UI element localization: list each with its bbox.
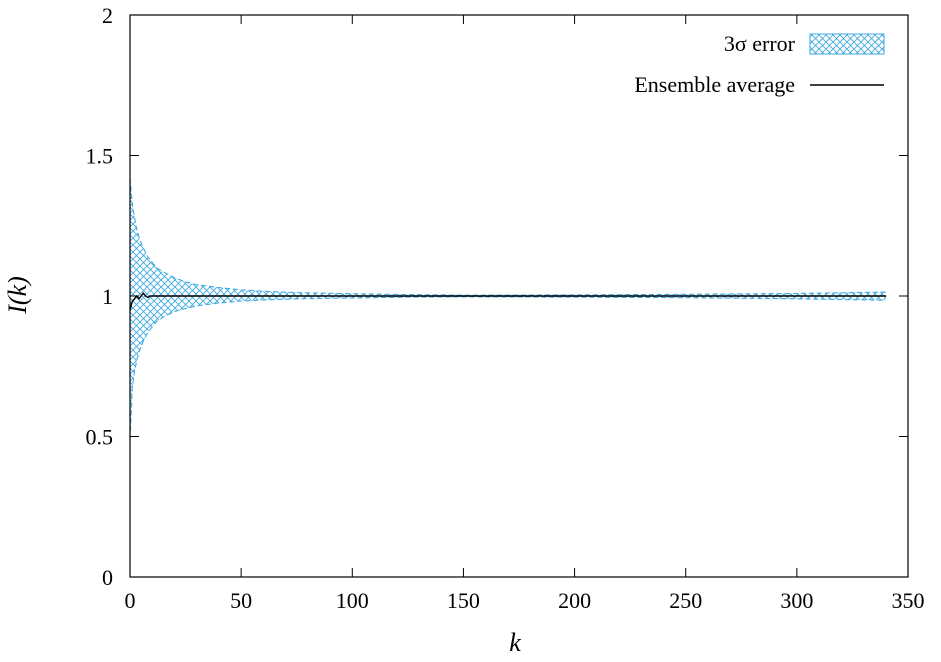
legend: 3σ error Ensemble average: [634, 31, 885, 97]
ensemble-average-line: [129, 292, 886, 311]
x-axis-label: k: [509, 628, 521, 657]
y-tick-label: 0: [102, 565, 113, 590]
error-band-layer: [129, 177, 886, 440]
ensemble-average-point: [573, 295, 576, 297]
ensemble-average-point: [142, 292, 144, 294]
ensemble-average-point: [218, 295, 220, 297]
error-band-fill: [130, 177, 886, 440]
x-tick-label: 0: [125, 588, 136, 613]
ensemble-average-point: [196, 295, 198, 297]
ensemble-average-point: [885, 295, 887, 297]
ensemble-average-point: [173, 295, 176, 297]
x-tick-label: 100: [336, 588, 369, 613]
ensemble-average-point: [240, 295, 242, 297]
error-band-lower: [129, 296, 886, 440]
series-layer: [129, 292, 887, 311]
ensemble-average-point: [685, 295, 687, 297]
legend-label-error: 3σ error: [724, 31, 796, 56]
ensemble-average-point: [351, 295, 353, 297]
y-axis-label: I(k): [3, 276, 32, 315]
ensemble-average-point: [133, 298, 136, 300]
x-tick-label: 150: [447, 588, 480, 613]
y-tick-label: 0.5: [86, 425, 114, 450]
ensemble-average-point: [147, 296, 149, 299]
legend-swatch-error: [809, 33, 885, 55]
ensemble-average-point: [138, 298, 140, 300]
ensemble-average-point: [184, 295, 187, 297]
ensemble-average-point: [149, 295, 151, 297]
x-tick-label: 200: [558, 588, 591, 613]
y-axis-ticks: 0 0.5 1 1.5 2: [86, 3, 908, 590]
ensemble-average-point: [151, 295, 153, 297]
ensemble-average-point: [144, 295, 147, 297]
ensemble-average-point: [296, 295, 298, 297]
ensemble-average-point: [462, 295, 465, 297]
x-axis-ticks: 0 50 100 150 200 250 300 350: [125, 15, 925, 613]
ensemble-average-point: [131, 301, 133, 303]
ensemble-average-point: [140, 295, 142, 297]
y-tick-label: 1.5: [86, 144, 114, 169]
x-tick-label: 350: [892, 588, 925, 613]
x-tick-label: 300: [780, 588, 813, 613]
x-tick-label: 50: [230, 588, 252, 613]
ensemble-average-point: [162, 295, 164, 297]
legend-label-average: Ensemble average: [634, 72, 795, 97]
y-tick-label: 1: [102, 284, 113, 309]
ensemble-average-point: [156, 295, 158, 297]
error-band-upper: [129, 177, 886, 296]
y-tick-label: 2: [102, 3, 113, 28]
x-tick-label: 250: [669, 588, 702, 613]
ensemble-average-point: [796, 295, 798, 297]
